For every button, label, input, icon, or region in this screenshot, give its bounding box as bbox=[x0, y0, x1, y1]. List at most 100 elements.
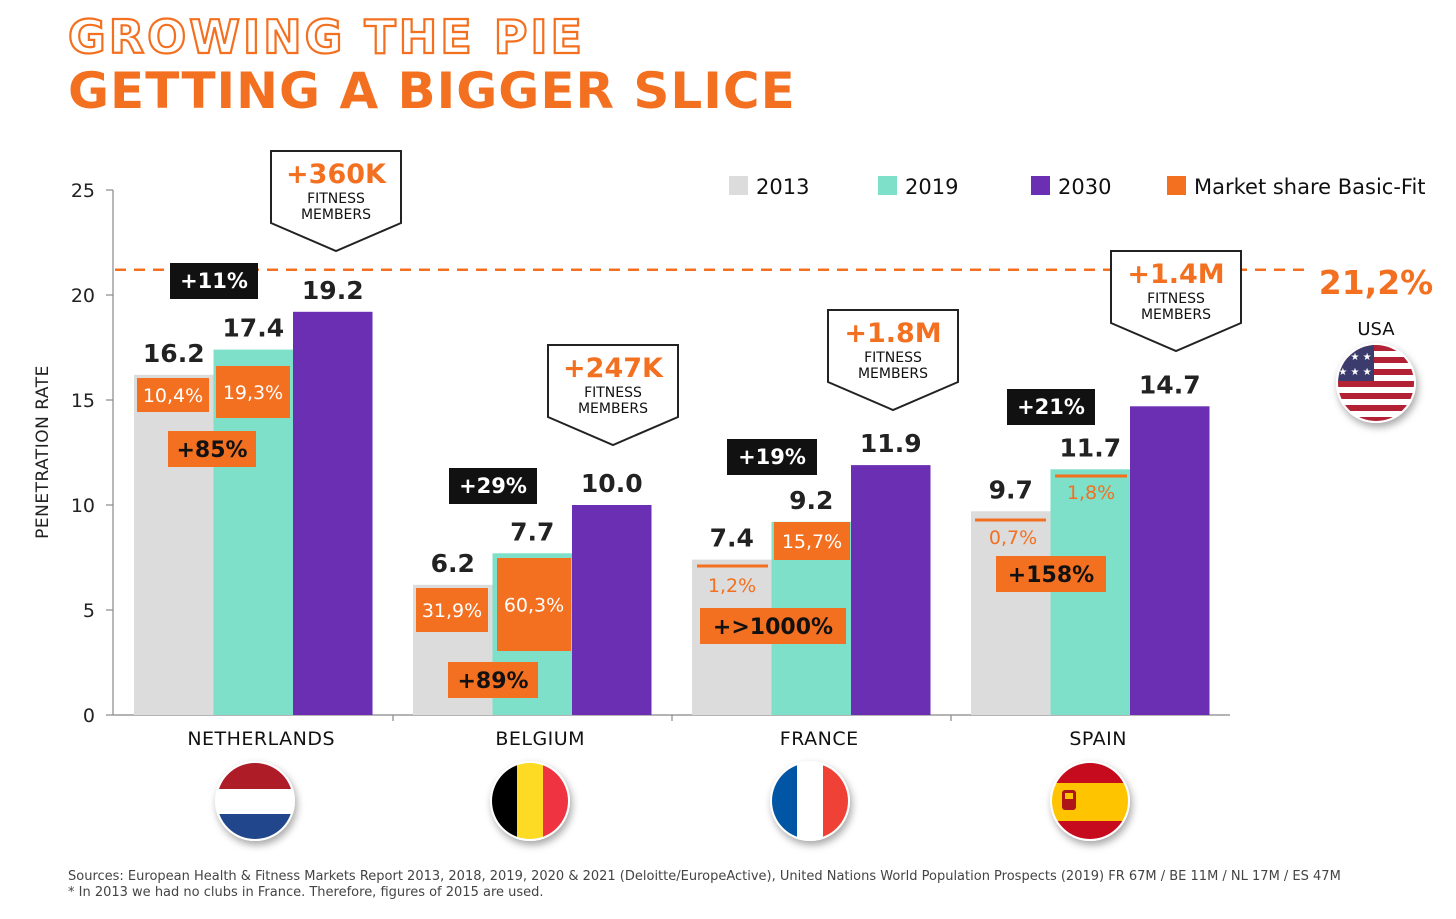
category-label-spain: SPAIN bbox=[1069, 728, 1127, 750]
share-increase-netherlands-text: +85% bbox=[176, 438, 247, 463]
legend-swatch-2030 bbox=[1031, 176, 1050, 195]
market-share-2019-spain: 1,8% bbox=[1055, 474, 1127, 504]
share-increase-belgium: +89% bbox=[448, 662, 538, 698]
legend-swatch-market-share bbox=[1167, 176, 1186, 195]
market-share-2019-belgium: 60,3% bbox=[497, 558, 571, 651]
market-share-2013-belgium: 31,9% bbox=[416, 588, 488, 632]
legend-label-2019: 2019 bbox=[905, 175, 958, 199]
bar-value-label: 19.2 bbox=[302, 276, 364, 305]
y-tick-label: 25 bbox=[71, 180, 95, 202]
bars: 16.2 17.4 19.2 NETHERLANDS 6.2 7.7 10.0 BELGIUM… bbox=[115, 268, 1308, 750]
penetration-growth-belgium-box bbox=[449, 468, 537, 504]
title-outline: GROWING THE PIE bbox=[68, 10, 585, 64]
member-growth-spain-shape bbox=[1110, 250, 1242, 353]
legend-label-2013: 2013 bbox=[756, 175, 809, 199]
sources-line-1: Sources: European Health & Fitness Marke… bbox=[68, 869, 1341, 884]
y-tick-label: 10 bbox=[71, 495, 95, 517]
y-axis-label: PENETRATION RATE bbox=[33, 365, 53, 539]
penetration-growth-spain-text: +21% bbox=[1017, 395, 1085, 419]
market-share-2019-netherlands-text: 19,3% bbox=[223, 382, 283, 404]
overlays: 10,4% 19,3% 31,9% 60,3% 1,2% 15,7% 0,7% 1,8% +85… bbox=[137, 150, 1242, 698]
bar-value-label: 16.2 bbox=[143, 339, 205, 368]
market-share-2013-netherlands-box bbox=[137, 378, 209, 412]
flag-belgium-icon bbox=[490, 761, 570, 841]
member-growth-netherlands-line1: FITNESS bbox=[307, 191, 365, 207]
penetration-growth-belgium: +29% bbox=[449, 468, 537, 504]
penetration-growth-france-text: +19% bbox=[738, 445, 806, 469]
flag-france-icon bbox=[770, 761, 850, 841]
category-label-netherlands: NETHERLANDS bbox=[187, 728, 335, 750]
market-share-2019-spain-text: 1,8% bbox=[1067, 482, 1115, 504]
title-solid: GETTING A BIGGER SLICE bbox=[68, 62, 796, 120]
member-growth-france-line1: FITNESS bbox=[864, 350, 922, 366]
bar-value-label: 7.7 bbox=[510, 517, 554, 546]
legend: 2013 2019 2030 Market share Basic-Fit bbox=[729, 175, 1426, 199]
bar-2030-spain bbox=[1130, 406, 1210, 715]
market-share-2019-belgium-text: 60,3% bbox=[504, 595, 564, 617]
bar-value-label: 11.9 bbox=[860, 429, 922, 458]
market-share-2013-belgium-text: 31,9% bbox=[422, 600, 482, 622]
share-increase-netherlands-box bbox=[168, 431, 256, 467]
penetration-growth-france: +19% bbox=[727, 439, 817, 475]
market-share-2013-spain-text: 0,7% bbox=[989, 527, 1037, 549]
y-tick-label: 20 bbox=[71, 285, 95, 307]
penetration-growth-spain: +21% bbox=[1007, 389, 1095, 425]
legend-label-market-share: Market share Basic-Fit bbox=[1194, 175, 1426, 199]
flag-usa-icon: ★ ★ ★ ★ ★ ★ bbox=[1336, 343, 1416, 423]
flag-spain-icon bbox=[1050, 761, 1130, 841]
market-share-2019-france-box bbox=[774, 522, 850, 560]
member-growth-netherlands-value: +360K bbox=[286, 159, 387, 190]
share-increase-belgium-box bbox=[448, 662, 538, 698]
usa-reference-value: 21,2% bbox=[1319, 263, 1434, 302]
market-share-2013-france: 1,2% bbox=[697, 564, 768, 597]
bar-value-label: 7.4 bbox=[710, 524, 754, 553]
member-growth-spain-value: +1.4M bbox=[1127, 259, 1224, 290]
bar-2013-netherlands bbox=[134, 374, 214, 715]
penetration-growth-france-box bbox=[727, 439, 817, 475]
legend-swatch-2013 bbox=[729, 176, 748, 195]
market-share-2019-france: 15,7% bbox=[774, 522, 850, 560]
bar-2030-france bbox=[851, 465, 931, 715]
member-growth-spain-line2: MEMBERS bbox=[1141, 307, 1211, 323]
bar-2030-belgium bbox=[572, 505, 652, 715]
legend-label-2030: 2030 bbox=[1058, 175, 1111, 199]
share-increase-netherlands: +85% bbox=[168, 431, 256, 467]
svg-text:★ ★ ★: ★ ★ ★ bbox=[1338, 352, 1371, 363]
market-share-2019-netherlands-box bbox=[216, 366, 290, 418]
bar-value-label: 9.2 bbox=[789, 486, 833, 515]
bar-2013-spain bbox=[971, 511, 1051, 715]
member-growth-france-shape bbox=[827, 309, 959, 412]
share-increase-spain-box bbox=[996, 556, 1106, 592]
bar-value-label: 9.7 bbox=[989, 475, 1033, 504]
bar-value-label: 17.4 bbox=[222, 314, 284, 343]
market-share-2013-spain: 0,7% bbox=[975, 518, 1046, 549]
legend-swatch-2019 bbox=[878, 176, 897, 195]
member-growth-belgium-line1: FITNESS bbox=[584, 385, 642, 401]
penetration-growth-netherlands-box bbox=[170, 263, 258, 299]
member-growth-belgium-shape bbox=[547, 344, 679, 447]
bar-value-label: 14.7 bbox=[1139, 370, 1201, 399]
category-label-france: FRANCE bbox=[780, 728, 859, 750]
usa-reference-label: USA bbox=[1357, 319, 1395, 340]
share-increase-spain-text: +158% bbox=[1008, 563, 1094, 588]
market-share-2013-netherlands: 10,4% bbox=[137, 378, 209, 412]
share-increase-france: +>1000% bbox=[700, 608, 846, 644]
member-growth-netherlands-line2: MEMBERS bbox=[301, 207, 371, 223]
share-increase-spain: +158% bbox=[996, 556, 1106, 592]
share-increase-france-box bbox=[700, 608, 846, 644]
y-tick-label: 5 bbox=[83, 600, 95, 622]
penetration-growth-belgium-text: +29% bbox=[459, 474, 527, 498]
member-growth-belgium-line2: MEMBERS bbox=[578, 401, 648, 417]
market-share-2019-belgium-box bbox=[497, 558, 571, 651]
bar-2019-spain bbox=[1050, 469, 1130, 715]
svg-text:★ ★ ★: ★ ★ ★ bbox=[1338, 367, 1371, 378]
member-growth-france-value: +1.8M bbox=[844, 318, 941, 349]
market-share-2019-france-text: 15,7% bbox=[782, 531, 842, 553]
penetration-growth-netherlands-text: +11% bbox=[180, 269, 248, 293]
share-increase-belgium-text: +89% bbox=[457, 669, 528, 694]
